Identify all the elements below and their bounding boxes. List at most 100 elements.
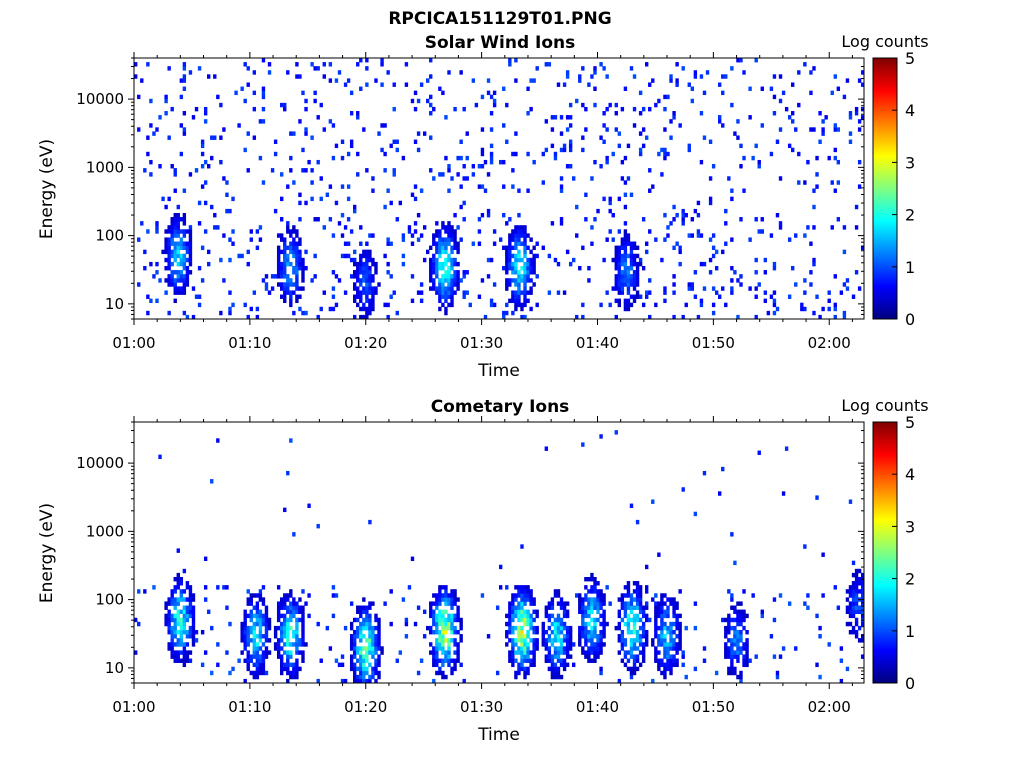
heatmap-cell (249, 638, 253, 643)
heatmap-cell (368, 298, 372, 304)
heatmap-cell (185, 229, 190, 234)
heatmap-cell (593, 634, 597, 639)
heatmap-cell (416, 670, 421, 676)
heatmap-cell (304, 168, 308, 173)
heatmap-cell (511, 593, 515, 598)
heatmap-cell (502, 265, 506, 271)
heatmap-cell (730, 196, 734, 202)
heatmap-cell (462, 217, 466, 222)
heatmap-cell (301, 613, 305, 619)
heatmap-cell (523, 241, 527, 246)
heatmap-cell (663, 212, 667, 218)
heatmap-cell (626, 581, 631, 586)
heatmap-cell (514, 78, 518, 83)
heatmap-cell (441, 617, 445, 623)
heatmap-cell (526, 666, 530, 672)
heatmap-cell (176, 217, 180, 222)
heatmap-cell (210, 625, 214, 631)
heatmap-cell (739, 646, 743, 651)
heatmap-cell (362, 670, 366, 676)
heatmap-cell (432, 613, 436, 619)
heatmap-cell (660, 609, 664, 615)
heatmap-cell (368, 302, 372, 308)
heatmap-cell (456, 241, 460, 246)
heatmap-cell (568, 139, 573, 144)
heatmap-cell (535, 646, 539, 651)
heatmap-cell (185, 642, 190, 647)
heatmap-cell (185, 245, 190, 251)
heatmap-cell (365, 278, 369, 283)
heatmap-cell (851, 560, 856, 566)
heatmap-cell (629, 666, 634, 672)
heatmap-cell (182, 261, 187, 267)
heatmap-cell (264, 654, 269, 659)
heatmap-cell (155, 127, 159, 132)
heatmap-cell (794, 233, 798, 238)
heatmap-cell (444, 245, 448, 251)
heatmap-cell (547, 253, 552, 259)
heatmap-cell (258, 654, 263, 659)
heatmap-cell (261, 621, 266, 627)
heatmap-cell (377, 662, 381, 668)
heatmap-cell (374, 670, 378, 676)
heatmap-cell (188, 241, 193, 246)
heatmap-cell (584, 217, 588, 222)
heatmap-cell (167, 249, 171, 255)
heatmap-cell (517, 589, 521, 594)
heatmap-cell (508, 605, 512, 610)
heatmap-cell (170, 589, 174, 594)
heatmap-cell (319, 102, 323, 108)
heatmap-cell (362, 249, 366, 255)
heatmap-cell (745, 638, 749, 643)
heatmap-cell (508, 617, 512, 623)
heatmap-cell (803, 290, 807, 295)
heatmap-cell (614, 430, 618, 435)
heatmap-cell (146, 310, 150, 316)
heatmap-cell (763, 290, 768, 295)
heatmap-cell (565, 629, 570, 635)
heatmap-cell (188, 270, 193, 275)
heatmap-cell (693, 70, 698, 75)
heatmap-cell (295, 282, 299, 287)
heatmap-cell (246, 642, 250, 647)
heatmap-cell (261, 642, 266, 647)
heatmap-cell (492, 282, 497, 287)
heatmap-cell (526, 593, 530, 598)
heatmap-cell (584, 597, 588, 602)
heatmap-cell (343, 625, 348, 631)
heatmap-cell (389, 200, 393, 206)
heatmap-cell (541, 621, 545, 627)
heatmap-cell (617, 257, 622, 263)
heatmap-cell (699, 111, 704, 116)
heatmap-cell (176, 233, 180, 238)
heatmap-cell (429, 58, 433, 63)
heatmap-cell (553, 621, 558, 627)
heatmap-cell (736, 642, 740, 647)
heatmap-cell (559, 147, 564, 153)
heatmap-cell (322, 127, 326, 132)
heatmap-cell (523, 274, 527, 279)
heatmap-cell (523, 634, 527, 639)
heatmap-cell (748, 658, 752, 663)
heatmap-cell (286, 282, 290, 287)
heatmap-cell (267, 638, 272, 643)
heatmap-cell (167, 278, 171, 283)
heatmap-cell (562, 634, 567, 639)
heatmap-cell (286, 625, 290, 631)
heatmap-cell (669, 654, 673, 659)
heatmap-cell (459, 184, 463, 189)
heatmap-cell (508, 233, 512, 238)
heatmap-cell (188, 601, 193, 606)
heatmap-cell (669, 621, 673, 627)
heatmap-cell (565, 662, 570, 668)
heatmap-cell (584, 576, 588, 582)
heatmap-cell (848, 609, 853, 615)
heatmap-cell (167, 225, 171, 230)
heatmap-cell (170, 654, 174, 659)
heatmap-cell (426, 78, 430, 83)
heatmap-cell (532, 658, 536, 663)
heatmap-cell (246, 82, 250, 87)
heatmap-cell (374, 678, 378, 683)
heatmap-cell (578, 78, 582, 83)
